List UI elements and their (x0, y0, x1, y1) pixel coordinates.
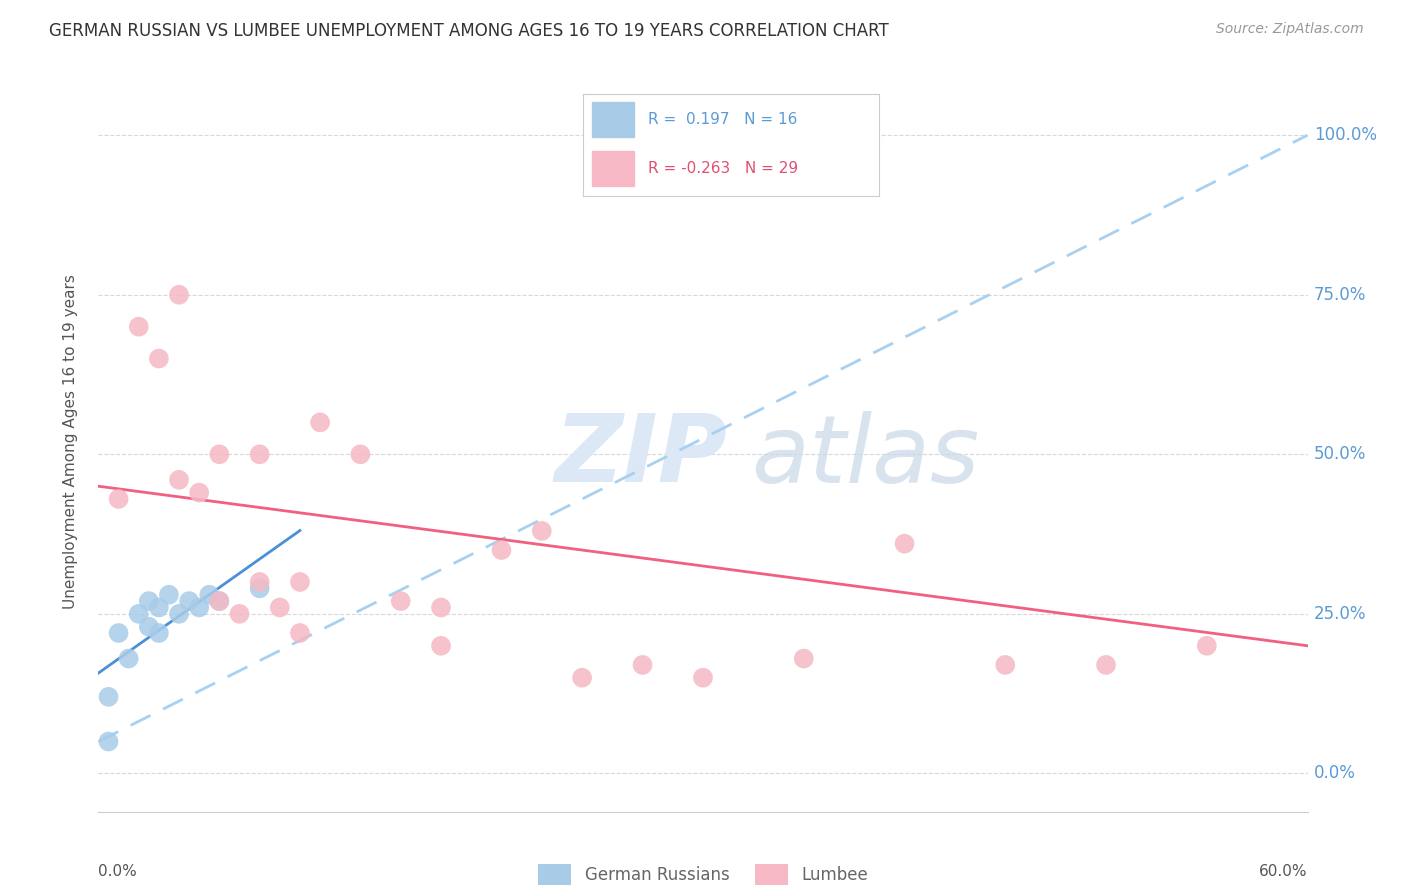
Point (269, 600, 291, 615)
Point (309, 416, 332, 430)
Point (228, 607, 250, 621)
Point (631, 657, 654, 672)
Text: 100.0%: 100.0% (1313, 126, 1376, 145)
Text: 0.0%: 0.0% (98, 863, 138, 879)
Point (249, 447, 271, 461)
Y-axis label: Unemployment Among Ages 16 to 19 years: Unemployment Among Ages 16 to 19 years (63, 274, 77, 609)
Text: 60.0%: 60.0% (1260, 863, 1308, 879)
Point (249, 582, 271, 596)
Point (692, 671, 714, 685)
Point (188, 600, 211, 615)
Point (128, 319, 150, 334)
Text: R = -0.263   N = 29: R = -0.263 N = 29 (648, 161, 799, 176)
Point (107, 491, 129, 506)
Point (179, 594, 201, 608)
Point (491, 543, 513, 558)
Point (208, 594, 231, 608)
Text: 25.0%: 25.0% (1313, 605, 1367, 623)
Text: atlas: atlas (751, 411, 980, 502)
Point (1195, 639, 1218, 653)
Point (389, 594, 412, 608)
Point (167, 607, 190, 621)
Point (138, 594, 160, 608)
Point (128, 607, 150, 621)
Point (530, 524, 553, 538)
Bar (592, 102, 634, 136)
Point (148, 600, 170, 615)
Point (208, 594, 231, 608)
Text: Source: ZipAtlas.com: Source: ZipAtlas.com (1216, 22, 1364, 37)
Point (167, 473, 190, 487)
Point (288, 574, 311, 589)
Legend: German Russians, Lumbee: German Russians, Lumbee (538, 864, 868, 885)
Text: GERMAN RUSSIAN VS LUMBEE UNEMPLOYMENT AMONG AGES 16 TO 19 YEARS CORRELATION CHAR: GERMAN RUSSIAN VS LUMBEE UNEMPLOYMENT AM… (49, 22, 889, 40)
Point (349, 447, 371, 461)
Text: R =  0.197   N = 16: R = 0.197 N = 16 (648, 112, 797, 127)
Point (138, 619, 160, 633)
Point (994, 657, 1017, 672)
Text: 50.0%: 50.0% (1313, 445, 1367, 463)
Point (430, 600, 453, 615)
Text: ZIP: ZIP (554, 410, 727, 502)
Point (430, 639, 453, 653)
Point (148, 351, 170, 366)
Point (97, 734, 120, 748)
Point (148, 626, 170, 640)
Point (249, 574, 271, 589)
Point (198, 588, 221, 602)
Point (188, 485, 211, 500)
Point (97, 690, 120, 704)
Point (167, 287, 190, 301)
Point (893, 536, 915, 550)
Text: 0.0%: 0.0% (1313, 764, 1355, 782)
Point (208, 447, 231, 461)
Text: 75.0%: 75.0% (1313, 285, 1367, 304)
Point (157, 588, 180, 602)
Point (107, 626, 129, 640)
Point (793, 651, 815, 665)
Bar (592, 151, 634, 186)
Point (118, 651, 141, 665)
Point (288, 626, 311, 640)
Point (571, 671, 593, 685)
Point (1095, 657, 1118, 672)
